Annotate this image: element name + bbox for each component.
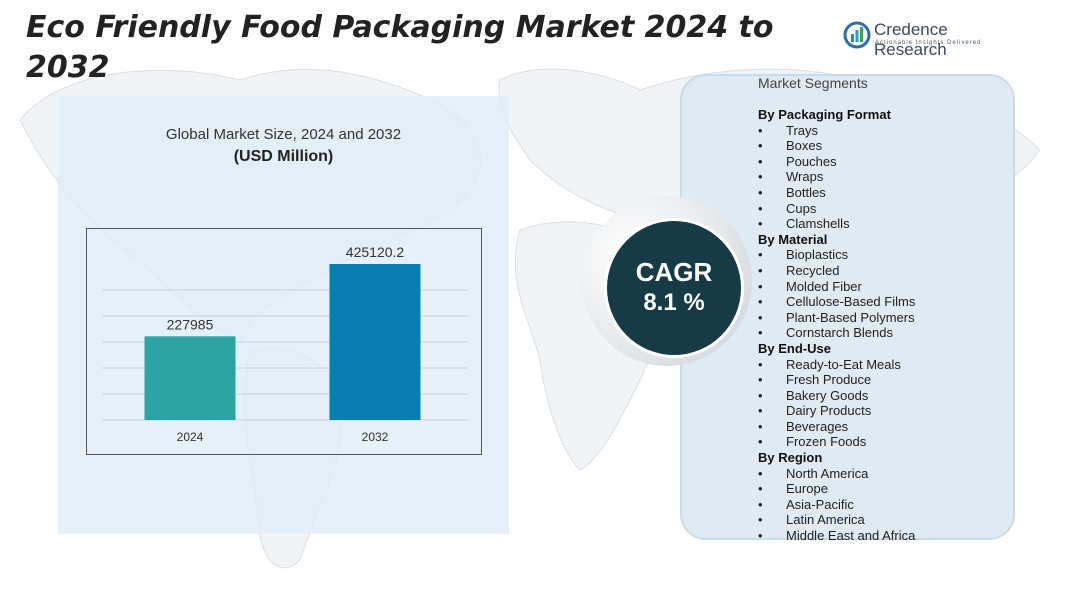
chart-unit: (USD Million) — [233, 148, 334, 165]
chart-panel — [58, 96, 509, 534]
segment-item-label: Europe — [786, 481, 828, 497]
segment-item: • Dairy Products — [758, 403, 1008, 419]
segment-item: • Beverages — [758, 419, 1008, 435]
segment-item-label: Asia-Pacific — [786, 496, 854, 512]
segment-item-label: Bottles — [786, 184, 826, 200]
brand-name: Credence Research — [874, 20, 948, 59]
bullet-icon: • — [758, 184, 763, 200]
data-label: 425120.2 — [346, 244, 405, 260]
segment-item: • Bottles — [758, 185, 1008, 201]
segment-item: • Europe — [758, 481, 1008, 497]
segment-item: • Fresh Produce — [758, 372, 1008, 388]
segment-item: • Plant-Based Polymers — [758, 310, 1008, 326]
bullet-icon: • — [758, 403, 763, 419]
segment-item-label: Bioplastics — [786, 247, 849, 263]
bullet-icon: • — [758, 434, 763, 450]
bullet-icon: • — [758, 496, 763, 512]
segment-item-label: Beverages — [786, 418, 849, 434]
bullet-icon: • — [758, 418, 763, 434]
bullet-icon: • — [758, 465, 763, 481]
segment-item: • Cellulose-Based Films — [758, 294, 1008, 310]
x-tick-label: 2032 — [362, 430, 389, 444]
segment-item-label: Frozen Foods — [786, 434, 867, 450]
segment-item: • Boxes — [758, 138, 1008, 154]
bullet-icon: • — [758, 512, 763, 528]
brand-tagline: Actionable Insights Delivered — [875, 40, 982, 46]
segment-item: • Middle East and Africa — [758, 528, 1008, 544]
cagr-value: 8.1 % — [643, 289, 705, 316]
data-label: 227985 — [167, 316, 214, 332]
segment-group-title: By Packaging Format — [758, 107, 891, 122]
segment-item-label: Boxes — [786, 138, 823, 154]
segment-item: • North America — [758, 466, 1008, 482]
segment-item-label: Middle East and Africa — [786, 528, 916, 544]
segment-item-label: Clamshells — [786, 216, 850, 232]
x-tick-label: 2024 — [177, 430, 204, 444]
segment-item: • Bioplastics — [758, 247, 1008, 263]
bar-2032 — [329, 264, 421, 420]
bullet-icon: • — [758, 387, 763, 403]
segment-item-label: Latin America — [786, 512, 865, 528]
segment-item: • Wraps — [758, 169, 1008, 185]
bar-2024 — [144, 336, 236, 420]
segment-group-title: By End-Use — [758, 340, 831, 356]
bar-chart: 227985 2024 425120.2 2032 — [86, 228, 482, 455]
segment-item-label: Fresh Produce — [786, 372, 872, 388]
segment-item: • Clamshells — [758, 216, 1008, 232]
cagr-badge — [607, 221, 741, 355]
segment-item: • Cups — [758, 201, 1008, 217]
segment-item-label: Molded Fiber — [786, 278, 862, 294]
segment-item: • Cornstarch Blends — [758, 325, 1008, 341]
bullet-icon: • — [758, 262, 763, 278]
bullet-icon: • — [758, 309, 763, 325]
bullet-icon: • — [758, 528, 763, 544]
bullet-icon: • — [758, 153, 763, 169]
credence-logo-icon — [843, 21, 871, 49]
segment-item-label: Recycled — [786, 262, 840, 278]
segment-group-title: By Region — [758, 450, 823, 466]
chart-frame — [86, 228, 482, 455]
bullet-icon: • — [758, 200, 763, 216]
segment-item: • Frozen Foods — [758, 434, 1008, 450]
brand-logo: Credence Research Actionable Insights De… — [842, 18, 1022, 59]
bullet-icon: • — [758, 278, 763, 294]
segment-item-label: North America — [786, 465, 869, 481]
bullet-icon: • — [758, 216, 763, 232]
segment-item: • Bakery Goods — [758, 388, 1008, 404]
bullet-icon: • — [758, 481, 763, 497]
segment-item: • Latin America — [758, 512, 1008, 528]
cagr-label: CAGR — [635, 257, 713, 287]
segment-item-label: Trays — [786, 122, 819, 138]
segment-item-label: Cups — [786, 200, 817, 216]
segment-item-label: Dairy Products — [786, 403, 872, 419]
segment-item-label: Cornstarch Blends — [786, 325, 893, 341]
segment-item: • Pouches — [758, 154, 1008, 170]
segment-item: • Recycled — [758, 263, 1008, 279]
page-title: Eco Friendly Food Packaging Market 2024 … — [26, 10, 774, 85]
bullet-icon: • — [758, 247, 763, 263]
segment-item: • Asia-Pacific — [758, 497, 1008, 513]
segment-item-label: Wraps — [786, 169, 824, 185]
segment-item: • Molded Fiber — [758, 279, 1008, 295]
bullet-icon: • — [758, 325, 763, 341]
segment-item-label: Pouches — [786, 153, 837, 169]
segments-list: By Packaging Format • Trays • Boxes • Pouches •… — [758, 107, 1008, 544]
segment-group-title: By Material — [758, 231, 828, 247]
bullet-icon: • — [758, 138, 763, 154]
bullet-icon: • — [758, 372, 763, 388]
segment-item: • Trays — [758, 123, 1008, 139]
segment-item: • Ready-to-Eat Meals — [758, 357, 1008, 373]
bullet-icon: • — [758, 169, 763, 185]
segment-item-label: Cellulose-Based Films — [786, 294, 916, 310]
bullet-icon: • — [758, 356, 763, 372]
segment-item-label: Bakery Goods — [786, 387, 869, 403]
bullet-icon: • — [758, 122, 763, 138]
segment-item-label: Plant-Based Polymers — [786, 309, 915, 325]
bullet-icon: • — [758, 294, 763, 310]
chart-title: Global Market Size, 2024 and 2032 — [165, 126, 402, 143]
segments-header: Market Segments — [758, 75, 868, 91]
segment-item-label: Ready-to-Eat Meals — [786, 356, 901, 372]
